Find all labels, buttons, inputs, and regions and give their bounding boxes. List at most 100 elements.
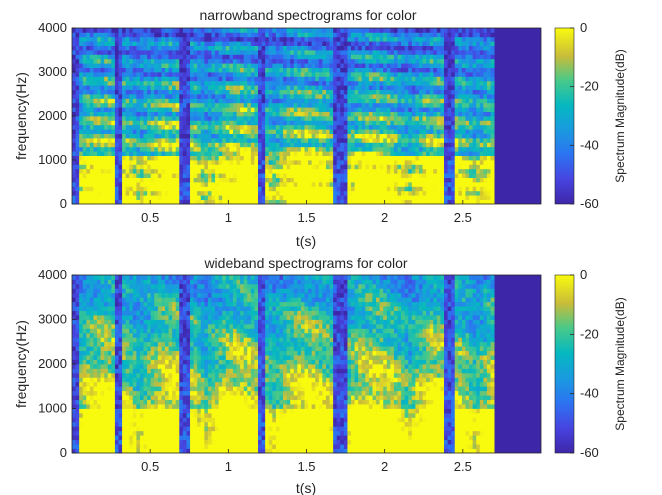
spectrogram-cell [315,182,320,187]
spectrogram-cell [132,94,137,99]
spectrogram-cell [336,151,341,156]
spectrogram-cell [100,173,105,178]
spectrogram-cell [254,36,259,42]
spectrogram-cell [483,58,488,64]
spectrogram-cell [440,50,445,55]
spectrogram-cell [72,102,76,108]
spectrogram-cell [79,350,84,356]
spectrogram-cell [472,142,477,148]
spectrogram-cell [82,41,87,46]
spectrogram-cell [290,142,295,148]
spectrogram-cell [436,98,441,104]
spectrogram-cell [408,195,413,200]
spectrogram-cell [193,199,198,205]
spectrogram-cell [186,102,191,108]
spectrogram-cell [122,111,127,117]
spectrogram-cell [261,177,266,183]
spectrogram-cell [283,146,288,152]
spectrogram-cell [444,63,448,68]
spectrogram-cell [483,142,488,148]
spectrogram-cell [250,80,255,86]
spectrogram-cell [143,190,148,196]
spectrogram-cell [318,160,323,165]
spectrogram-cell [250,41,255,46]
spectrogram-cell [175,124,180,130]
spectrogram-cell [79,381,84,387]
spectrogram-cell [258,58,262,64]
spectrogram-cell [247,129,252,134]
spectrogram-cell [143,138,148,143]
spectrogram-cell [147,102,152,108]
spectrogram-cell [336,54,341,60]
spectrogram-cell [72,297,76,303]
spectrogram-cell [150,94,155,99]
spectrogram-cell [222,85,227,90]
spectrogram-cell [454,199,459,205]
spectrogram-cell [154,45,159,51]
spectrogram-cell [483,76,488,82]
spectrogram-cell [243,129,248,134]
spectrogram-cell [75,444,80,449]
spectrogram-cell [175,45,180,51]
spectrogram-cell [82,315,87,320]
spectrogram-cell [429,164,434,170]
spectrogram-cell [372,32,377,38]
spectrogram-cell [325,85,330,90]
spectrogram-cell [297,129,302,134]
spectrogram-cell [322,155,327,161]
spectrogram-cell [311,138,316,143]
spectrogram-cell [182,190,187,196]
spectrogram-cell [458,58,463,64]
spectrogram-cell [304,36,309,42]
spectrogram-cell [422,98,427,104]
spectrogram-cell [79,102,84,108]
spectrogram-cell [104,164,109,170]
spectrogram-cell [229,94,234,99]
spectrogram-cell [318,102,323,108]
spectrogram-cell [347,160,352,165]
spectrogram-cell [379,173,384,178]
spectrogram-cell [329,160,334,165]
spectrogram-cell [411,142,416,148]
spectrogram-cell [104,98,109,104]
spectrogram-cell [118,102,123,108]
spectrogram-cell [122,63,127,68]
spectrogram-cell [465,72,470,77]
spectrogram-cell [436,85,441,90]
spectrogram-cell [368,76,373,82]
spectrogram-cell [122,107,127,112]
spectrogram-cell [393,94,398,99]
spectrogram-cell [207,76,212,82]
spectrogram-cell [165,58,169,64]
spectrogram-cell [89,426,94,432]
spectrogram-cell [458,173,463,178]
spectrogram-cell [293,155,298,161]
spectrogram-cell [204,186,209,192]
spectrogram-cell [486,164,491,170]
spectrogram-cell [107,85,112,90]
spectrogram-cell [258,107,262,112]
spectrogram-cell [451,142,456,148]
spectrogram-cell [182,160,187,165]
spectrogram-cell [254,107,259,112]
spectrogram-cell [472,76,477,82]
spectrogram-cell [447,72,452,77]
spectrogram-cell [168,76,173,82]
spectrogram-cell [86,41,91,46]
spectrogram-cell [165,111,169,117]
spectrogram-cell [247,41,252,46]
spectrogram-cell [447,116,452,121]
spectrogram-cell [218,58,223,64]
spectrogram-cell [447,28,452,33]
spectrogram-cell [165,28,169,33]
spectrogram-cell [157,195,162,200]
spectrogram-cell [336,67,341,73]
spectrogram-cell [368,173,373,178]
spectrogram-cell [404,133,409,139]
spectrogram-cell [104,155,109,161]
spectrogram-cell [358,72,363,77]
spectrogram-cell [300,36,305,42]
spectrogram-cell [275,168,280,174]
spectrogram-cell [440,41,445,46]
spectrogram-cell [329,129,334,134]
